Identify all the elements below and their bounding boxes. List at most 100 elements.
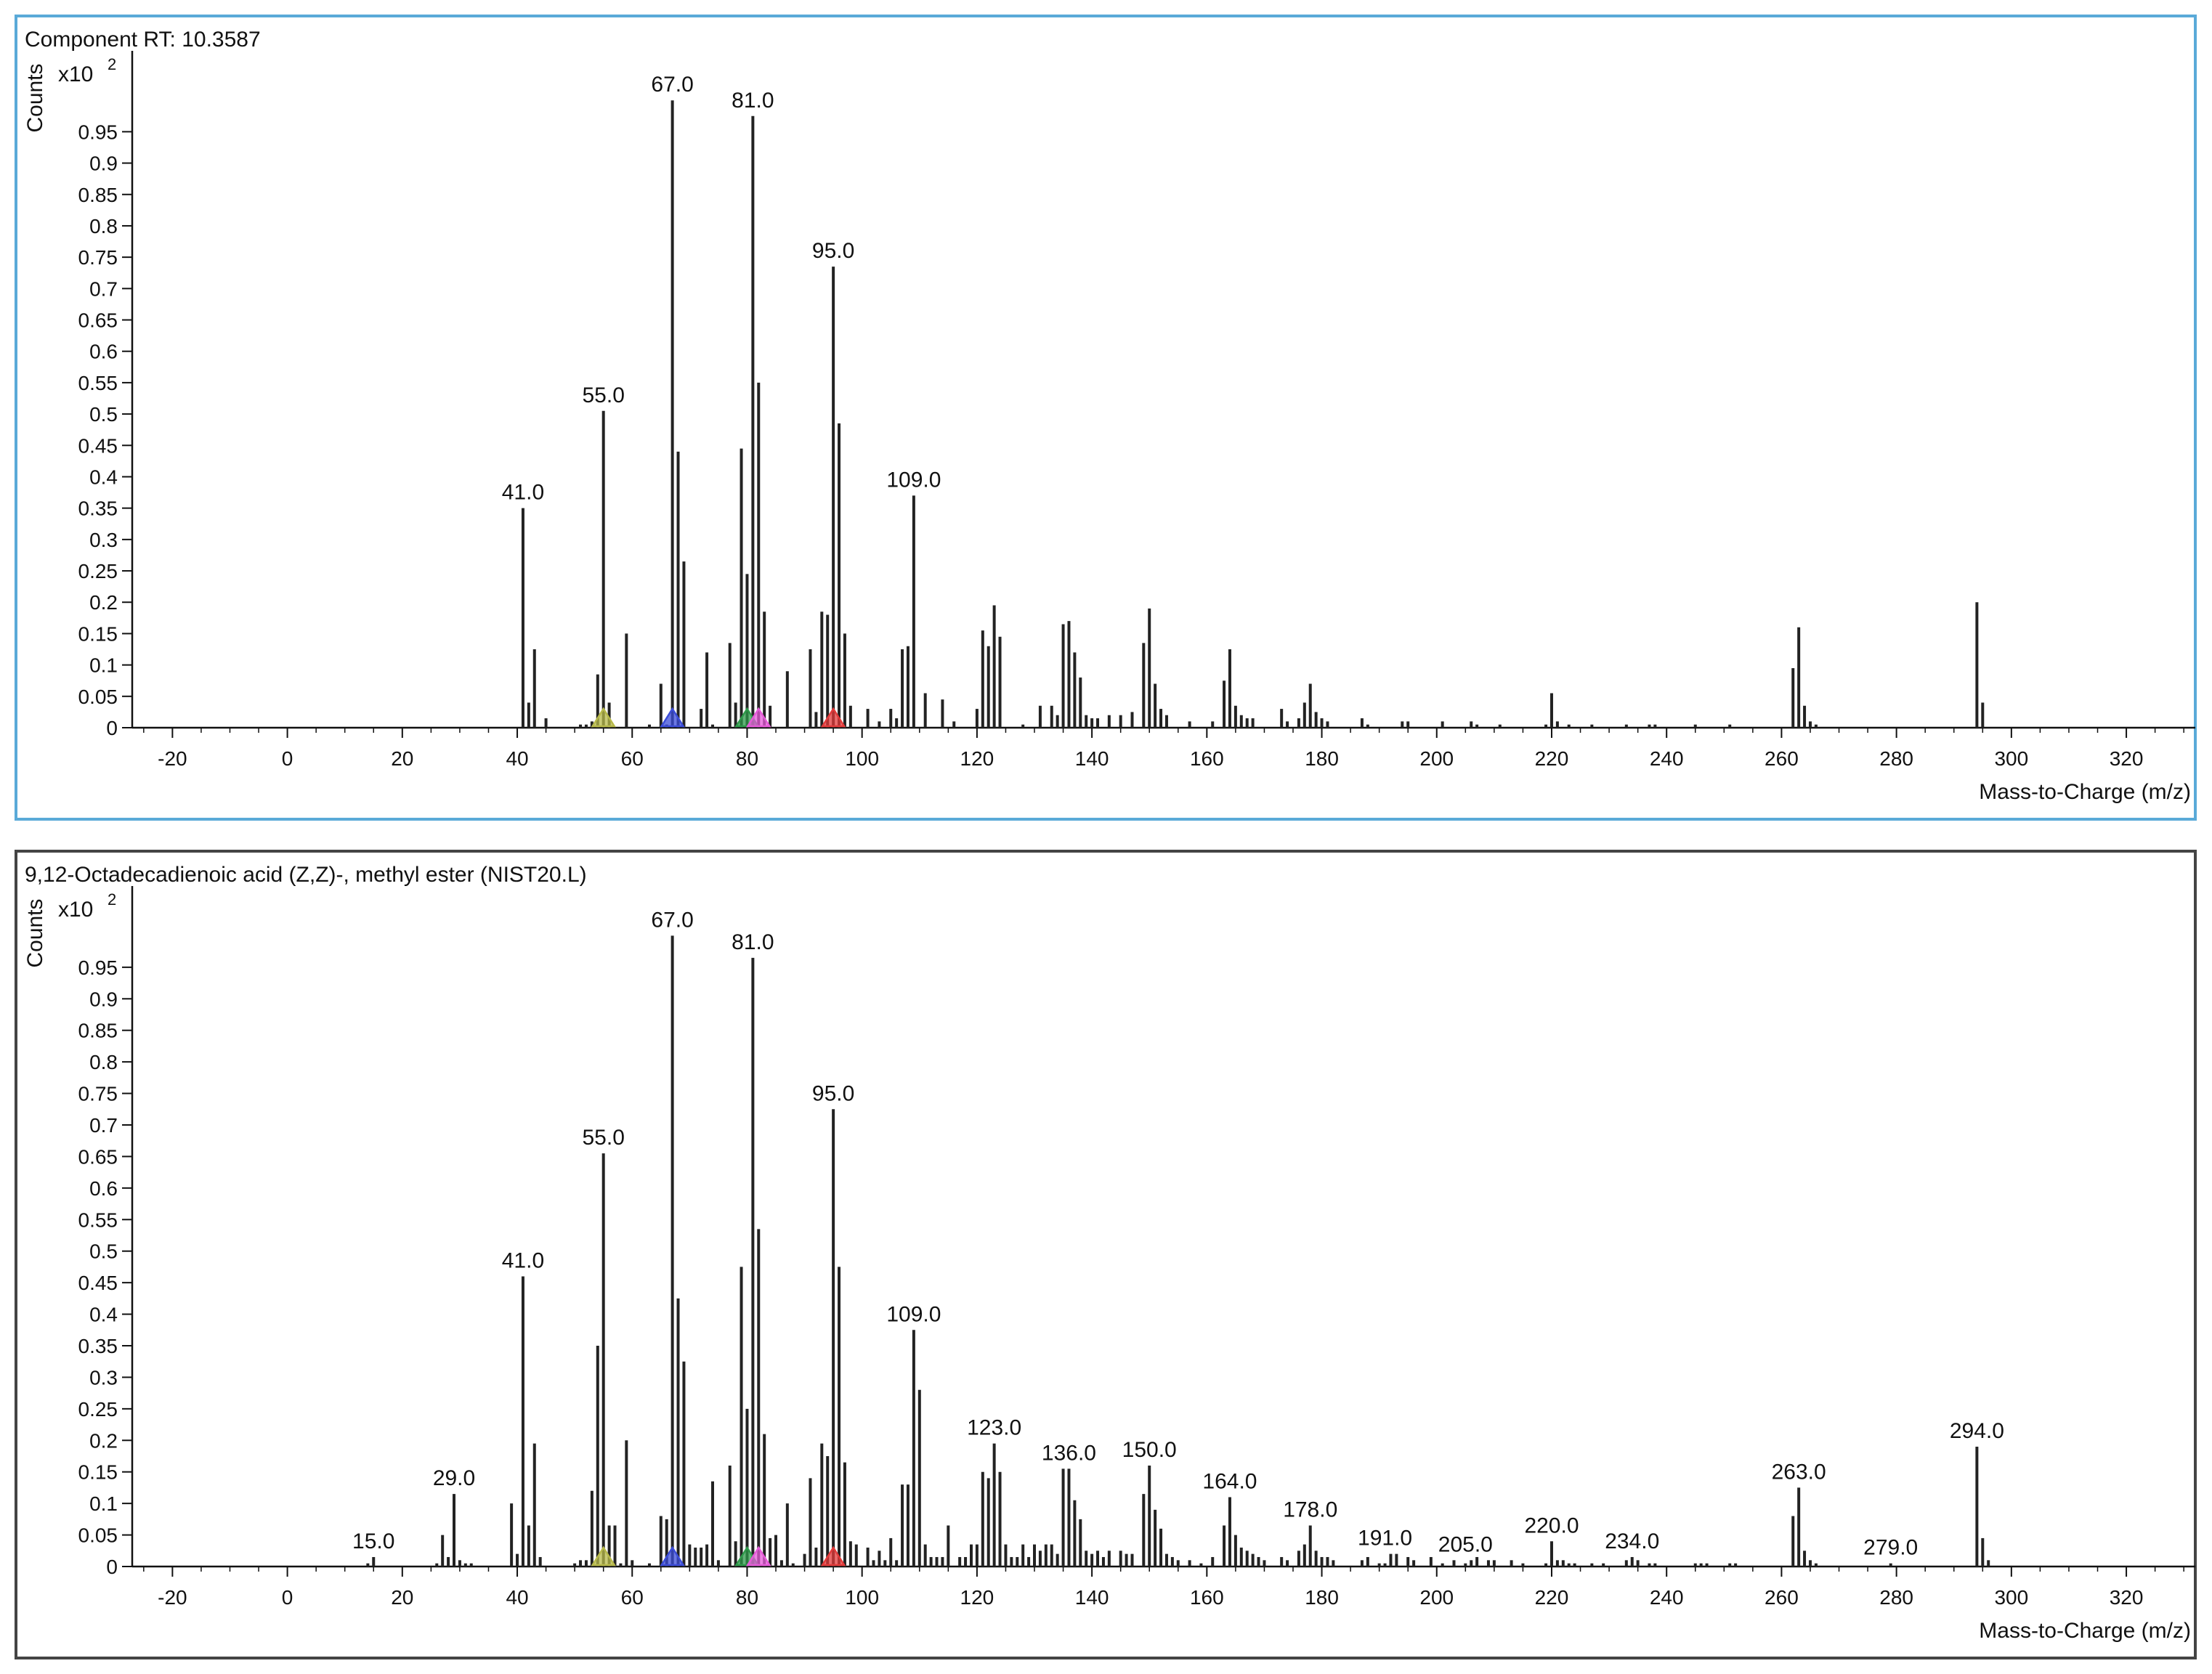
x-tick-label: 100 (845, 747, 879, 770)
y-tick-label: 0.8 (89, 215, 118, 237)
ion-marker-triangle (591, 1545, 616, 1567)
y-multiplier-exponent: 2 (108, 890, 116, 909)
x-tick-label: 80 (736, 1586, 758, 1609)
y-tick-label: 0.7 (89, 277, 118, 300)
x-tick-label: 260 (1765, 1586, 1799, 1609)
ion-marker-triangle (746, 1545, 771, 1567)
peak-label: 136.0 (1042, 1441, 1096, 1465)
y-tick-label: 0.45 (78, 1272, 118, 1294)
x-tick-label: 320 (2110, 747, 2144, 770)
panel-frame (15, 15, 2197, 821)
peak-label: 95.0 (812, 239, 854, 263)
x-tick-label: -20 (158, 1586, 187, 1609)
ion-marker-triangle (820, 1545, 846, 1567)
peak-label: 109.0 (886, 468, 941, 492)
y-tick-label: 0.9 (89, 153, 118, 175)
peak-label: 41.0 (502, 1248, 544, 1272)
chart-title: Component RT: 10.3587 (25, 28, 261, 52)
y-tick-label: 0.75 (78, 246, 118, 269)
ion-marker-triangle (820, 707, 846, 728)
y-multiplier: x10 (58, 62, 93, 86)
y-tick-label: 0.1 (89, 654, 118, 677)
ion-marker-triangle (746, 707, 771, 728)
y-tick-label: 0.45 (78, 434, 118, 457)
x-tick-label: 120 (960, 747, 994, 770)
y-tick-label: 0.95 (78, 956, 118, 979)
x-tick-label: 300 (1994, 747, 2028, 770)
x-tick-label: 0 (282, 747, 293, 770)
x-tick-label: 0 (282, 1586, 293, 1609)
x-tick-label: 260 (1765, 747, 1799, 770)
x-tick-label: 120 (960, 1586, 994, 1609)
peak-label: 81.0 (732, 89, 774, 113)
x-tick-label: 100 (845, 1586, 879, 1609)
x-axis-label: Mass-to-Charge (m/z) (1979, 1619, 2191, 1643)
peak-label: 279.0 (1863, 1536, 1918, 1560)
x-tick-label: 160 (1190, 747, 1224, 770)
peak-label: 55.0 (582, 1126, 624, 1150)
peak-label: 263.0 (1772, 1460, 1826, 1484)
peak-label: 191.0 (1358, 1527, 1412, 1551)
peak-label: 220.0 (1524, 1513, 1579, 1537)
x-tick-label: 140 (1075, 1586, 1109, 1609)
y-tick-label: 0.05 (78, 686, 118, 708)
y-tick-label: 0.5 (89, 403, 118, 426)
spectrum-panel-library: 9,12-Octadecadienoic acid (Z,Z)-, methyl… (0, 835, 2212, 1674)
peak-label: 55.0 (582, 383, 624, 407)
peak-label: 41.0 (502, 481, 544, 505)
peak-label: 150.0 (1122, 1438, 1177, 1462)
y-tick-label: 0.6 (89, 341, 118, 363)
y-axis-label: Counts (23, 63, 47, 132)
peak-label: 67.0 (651, 73, 693, 97)
x-tick-label: 240 (1650, 747, 1684, 770)
y-tick-label: 0.65 (78, 309, 118, 332)
x-tick-label: 160 (1190, 1586, 1224, 1609)
y-tick-label: 0.2 (89, 591, 118, 614)
y-tick-label: 0.4 (89, 466, 118, 488)
y-tick-label: 0.55 (78, 1208, 118, 1231)
y-tick-label: 0.25 (78, 1398, 118, 1421)
y-tick-label: 0.6 (89, 1177, 118, 1200)
y-tick-label: 0.65 (78, 1145, 118, 1168)
ion-marker-triangle (591, 707, 616, 728)
y-tick-label: 0.25 (78, 560, 118, 582)
x-tick-label: 140 (1075, 747, 1109, 770)
peak-label: 123.0 (967, 1416, 1021, 1440)
y-tick-label: 0.1 (89, 1492, 118, 1515)
y-axis-label: Counts (23, 898, 47, 967)
x-tick-label: 220 (1535, 747, 1569, 770)
y-tick-label: 0.2 (89, 1429, 118, 1452)
x-tick-label: 20 (391, 1586, 413, 1609)
y-tick-label: 0.8 (89, 1051, 118, 1073)
y-tick-label: 0.35 (78, 497, 118, 520)
x-tick-label: 300 (1994, 1586, 2028, 1609)
y-tick-label: 0.3 (89, 1366, 118, 1389)
y-tick-label: 0.35 (78, 1335, 118, 1357)
spectrum-panel-component: Component RT: 10.3587 Counts x10 2 0 0.05 0.1 0… (0, 0, 2212, 835)
y-tick-label: 0.5 (89, 1240, 118, 1263)
x-tick-label: 280 (1879, 1586, 1913, 1609)
x-tick-label: -20 (158, 747, 187, 770)
peak-label: 81.0 (732, 930, 774, 954)
y-tick-label: 0.9 (89, 988, 118, 1010)
y-tick-label: 0 (106, 717, 118, 739)
peak-label: 164.0 (1202, 1469, 1257, 1493)
peak-label: 178.0 (1283, 1498, 1337, 1522)
y-tick-label: 0.05 (78, 1524, 118, 1547)
peak-label: 29.0 (433, 1466, 475, 1490)
panel-frame (15, 850, 2197, 1659)
x-tick-label: 60 (621, 747, 644, 770)
x-tick-label: 320 (2110, 1586, 2144, 1609)
y-tick-label: 0.3 (89, 529, 118, 551)
x-tick-label: 180 (1305, 747, 1339, 770)
y-tick-label: 0.15 (78, 622, 118, 645)
ion-marker-triangle (660, 1545, 685, 1567)
x-tick-label: 180 (1305, 1586, 1339, 1609)
y-multiplier: x10 (58, 898, 93, 922)
y-tick-label: 0 (106, 1556, 118, 1578)
x-axis-label: Mass-to-Charge (m/z) (1979, 780, 2191, 804)
y-tick-label: 0.7 (89, 1114, 118, 1137)
y-tick-label: 0.85 (78, 1020, 118, 1042)
x-tick-label: 40 (506, 1586, 528, 1609)
